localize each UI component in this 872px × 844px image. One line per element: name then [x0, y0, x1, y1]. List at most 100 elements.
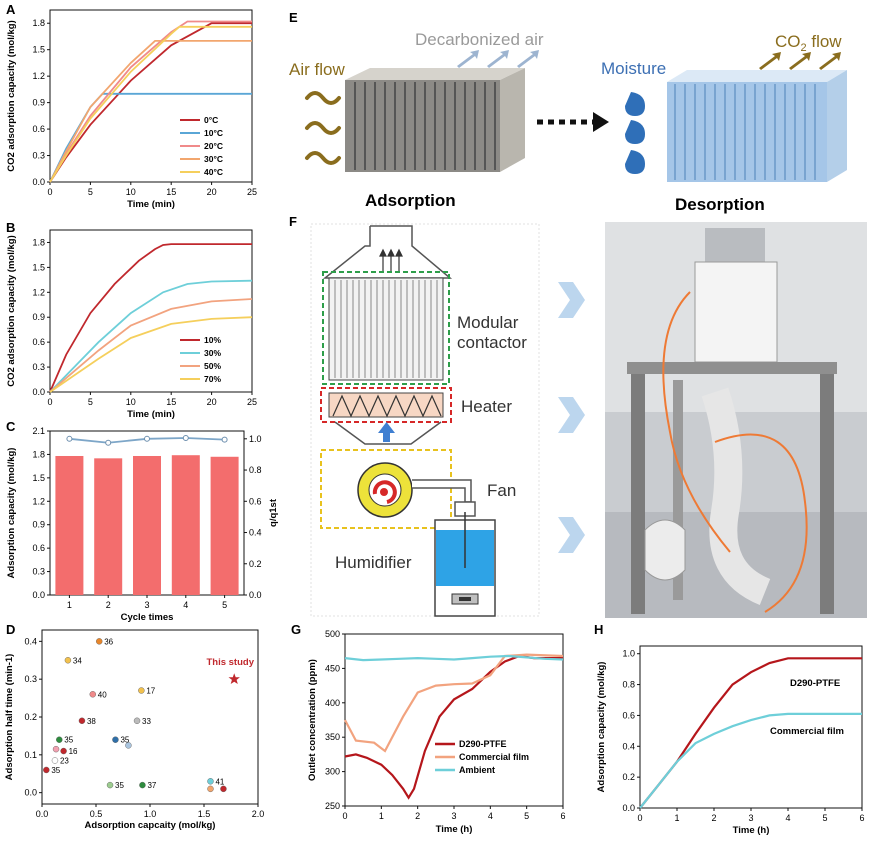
ratio-point [221, 436, 228, 443]
scatter-point [112, 736, 119, 743]
x-tick-label: 1 [674, 813, 679, 823]
ratio-point [66, 435, 73, 442]
series-line [49, 20, 252, 183]
y-tick-label: 1.5 [32, 45, 45, 55]
series-line [49, 316, 253, 393]
scatter-point [78, 717, 86, 724]
legend-label: 40°C [204, 167, 223, 177]
panel-label-f: F [289, 214, 297, 229]
fan-box [320, 449, 452, 529]
chevron-arrows-icon [558, 282, 585, 553]
scatter-point [220, 785, 227, 793]
heater-box [320, 387, 452, 423]
scatter-label: 35 [51, 766, 60, 775]
scatter-point [51, 757, 59, 764]
scatter-point [138, 687, 145, 694]
chart-c: C 0.0 0.3 0.6 0.9 1.2 1.5 1.8 2.1 Cycle times Adso… [6, 419, 279, 623]
setup-photo [605, 222, 867, 618]
airflow-up-arrows-icon [379, 248, 403, 272]
x-axis-label: Time (min) [127, 409, 175, 420]
contactor-block-blue [667, 70, 847, 182]
x-tick-label: 2 [106, 600, 111, 610]
contactor-label: contactor [457, 333, 527, 352]
scatter-point [207, 778, 214, 785]
y-tick-label: 500 [325, 629, 340, 639]
decarbonized-arrows-icon [457, 50, 539, 68]
dotted-arrow-icon [537, 112, 609, 132]
x-tick-label: 2 [711, 813, 716, 823]
y2-tick-label: 1.0 [249, 434, 262, 444]
legend-label: 30°C [204, 154, 223, 164]
y-tick-label: 400 [325, 698, 340, 708]
chart-h: H 0 1 2 3 4 5 6 0.0 0.2 0.4 0.6 0.8 1.0 Time (h) Adsorp… [594, 622, 865, 836]
panel-b: B 0 5 10 15 20 25 0.0 0.3 0.6 0.9 1.2 1.5 1.8 Time (mi… [0, 218, 265, 423]
x-tick-label: 2 [415, 811, 420, 821]
y-tick-label: 0.9 [32, 98, 45, 108]
legend-label: Commercial film [459, 752, 529, 762]
panel-label-e: E [289, 10, 298, 25]
bar [94, 458, 123, 595]
y-tick-label: 450 [325, 663, 340, 673]
legend-label: 50% [204, 361, 221, 371]
plot-frame [49, 9, 253, 183]
fan-label: Fan [487, 481, 516, 500]
bar [210, 456, 239, 595]
panel-a: A 0 5 10 15 20 25 0.0 0.3 0.6 0.9 1.2 1.5 1.8 Time (mi… [0, 0, 265, 212]
y-tick-label: 1.2 [32, 287, 45, 297]
y-tick-label: 1.5 [32, 262, 45, 272]
x-axis-label: Time (h) [733, 825, 770, 836]
panel-label: C [6, 419, 16, 434]
humidifier-label: Humidifier [335, 553, 412, 572]
panel-g: G 0 1 2 3 4 5 6 250 300 350 400 450 500 Time (h) Outlet… [285, 620, 585, 839]
y-tick-label: 0.6 [32, 124, 45, 134]
scatter-point [96, 638, 103, 645]
y-tick-label: 1.8 [32, 18, 45, 28]
airflow-label: Air flow [289, 60, 345, 79]
y-tick-label: 0.0 [24, 788, 37, 798]
scatter-label: 17 [146, 687, 155, 696]
y-tick-label: 1.8 [32, 237, 45, 247]
legend-label: 10% [204, 335, 221, 345]
moisture-drops-icon [625, 92, 645, 174]
y-tick-label: 1.2 [32, 496, 45, 506]
x-tick-label: 25 [247, 187, 257, 197]
y-tick-label: 0.0 [32, 387, 45, 397]
series-line [49, 279, 253, 393]
x-tick-label: 3 [451, 811, 456, 821]
y-tick-label: 0.3 [32, 362, 45, 372]
scatter-label: 23 [60, 757, 69, 766]
x-tick-label: 1.0 [144, 809, 157, 819]
x-axis-label: Time (h) [436, 824, 473, 835]
y-tick-label: 1.8 [32, 449, 45, 459]
y-tick-label: 0.9 [32, 520, 45, 530]
y-tick-label: 250 [325, 801, 340, 811]
panel-label: H [594, 622, 603, 637]
x-axis-label: Adsorption capcaity (mol/kg) [85, 820, 216, 831]
this-study-star [228, 673, 240, 684]
this-study-label: This study [206, 657, 254, 668]
x-tick-label: 6 [560, 811, 565, 821]
x-tick-label: 20 [207, 397, 217, 407]
modular-label: Modular [457, 313, 519, 332]
panel-c: C 0.0 0.3 0.6 0.9 1.2 1.5 1.8 2.1 Cycle times Adso… [0, 417, 285, 623]
scatter-point [106, 781, 114, 789]
x-axis-label: Cycle times [121, 612, 174, 622]
co2flow-suffix: flow [807, 32, 843, 51]
chart-b: B 0 5 10 15 20 25 0.0 0.3 0.6 0.9 1.2 1.5 1.8 Time (mi… [6, 220, 257, 420]
x-tick-label: 1 [67, 600, 72, 610]
y-axis-label: Adsorption capacity (mol/kg) [596, 662, 607, 793]
x-tick-label: 4 [488, 811, 493, 821]
series-line [344, 654, 563, 800]
x-tick-label: 0.0 [36, 809, 49, 819]
y-tick-label: 2.1 [32, 426, 45, 436]
legend-label: Ambient [459, 765, 495, 775]
series-label: D290-PTFE [790, 678, 840, 689]
x-tick-label: 5 [88, 187, 93, 197]
y2-axis-label: q/q1st [268, 498, 279, 527]
y-tick-label: 0.9 [32, 312, 45, 322]
y-tick-label: 0.0 [622, 803, 635, 813]
scatter-label: 41 [215, 777, 224, 786]
contactor-block-gray [345, 68, 525, 172]
scatter-point [139, 781, 146, 789]
y-axis-label: Outlet concentration (ppm) [307, 659, 318, 781]
